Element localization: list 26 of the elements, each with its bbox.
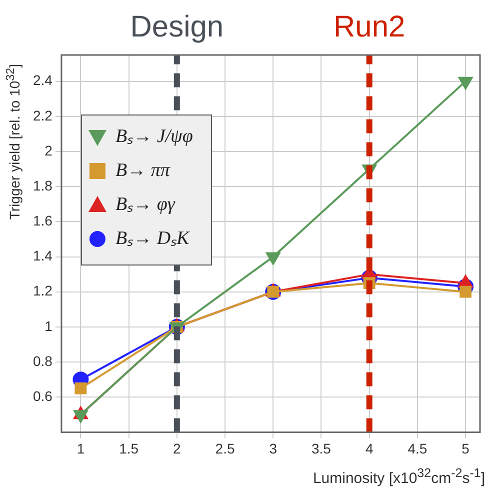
x-tick-label: 5 [462, 440, 470, 456]
x-tick-label: 4 [365, 440, 374, 456]
y-tick-label: 2.2 [32, 107, 53, 124]
y-tick-label: 2 [44, 142, 53, 158]
x-tick-label: 1 [76, 440, 85, 456]
x-tick-label: 2.5 [215, 440, 235, 456]
x-tick-label: 2 [173, 440, 182, 456]
x-axis-title: Luminosity [x10$^{32}$cm$^{-2}$s$^{-1}$] [312, 466, 485, 487]
legend-label: Bₛ→ DₛK [115, 228, 191, 249]
y-tick-label: 0.8 [32, 352, 53, 369]
x-tick-label: 4.5 [408, 440, 428, 456]
y-tick-label: 1 [44, 318, 53, 334]
y-tick-label: 1.4 [32, 248, 53, 264]
x-tick-label: 3 [269, 440, 278, 456]
x-tick-label: 3.5 [312, 440, 332, 456]
ref-line-label: Run2 [333, 10, 406, 44]
y-tick-label: 1.6 [32, 212, 53, 229]
y-tick-label: 1.8 [32, 177, 53, 194]
legend-label: B→ ππ [115, 160, 170, 181]
ref-line-label: Design [130, 10, 224, 44]
legend-label: Bₛ→ φγ [115, 194, 176, 215]
y-tick-label: 0.6 [32, 388, 53, 404]
y-tick-label: 1.2 [32, 282, 53, 299]
y-tick-label: 2.4 [32, 72, 53, 88]
x-tick-label: 1.5 [119, 440, 139, 456]
legend-label: Bₛ→ J/ψφ [115, 126, 193, 147]
